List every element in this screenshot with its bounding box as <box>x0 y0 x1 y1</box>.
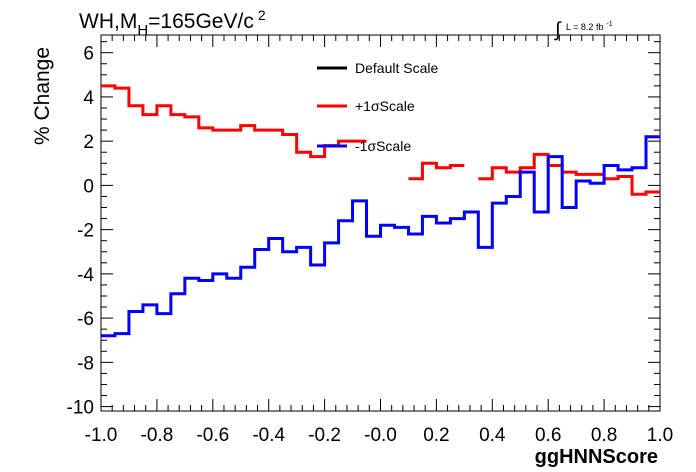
y-tick-label: 4 <box>83 88 94 109</box>
y-tick-label: 0 <box>83 176 94 197</box>
legend-label: -1σScale <box>355 138 411 154</box>
svg-text:∫: ∫ <box>554 19 562 41</box>
legend: Default Scale +1σScale -1σScale <box>317 60 438 154</box>
legend-label: Default Scale <box>355 60 438 76</box>
series-line <box>101 135 660 338</box>
legend-label: +1σScale <box>355 98 415 114</box>
chart-title: WH,MH=165GeV/c 2 <box>79 7 266 39</box>
x-tick-label: -0.8 <box>141 425 174 446</box>
series-group <box>101 84 660 338</box>
x-tick-label: 0.6 <box>535 425 561 446</box>
lumi-label: ∫ L = 8.2 fb -1 <box>554 19 613 41</box>
axis-ticks: -1.0 -0.8 -0.6 -0.4 -0.2 -0.0 0.2 0.4 0.6 0.8 1.0 -… <box>67 35 673 446</box>
y-tick-label: -2 <box>77 221 94 242</box>
y-tick-label: -8 <box>77 353 94 374</box>
y-axis-label: % Change <box>31 47 54 145</box>
x-tick-label: -0.2 <box>308 425 341 446</box>
x-tick-label: 0.8 <box>591 425 617 446</box>
y-tick-label: 6 <box>83 44 94 65</box>
y-tick-label: 2 <box>83 132 94 153</box>
x-tick-label: 0.2 <box>423 425 449 446</box>
y-tick-label: -6 <box>77 309 94 330</box>
svg-text:L = 8.2 fb-1: L = 8.2 fb -1 <box>566 21 613 32</box>
plot-frame <box>100 34 661 412</box>
x-tick-label: -1.0 <box>85 425 118 446</box>
y-tick-label: -10 <box>67 398 94 419</box>
x-tick-label: -0.0 <box>364 425 397 446</box>
x-tick-label: -0.4 <box>252 425 285 446</box>
x-axis-label: ggHNNScore <box>535 446 658 468</box>
y-tick-label: -4 <box>77 265 94 286</box>
x-tick-label: 0.4 <box>479 425 506 446</box>
x-tick-label: -0.6 <box>196 425 229 446</box>
x-tick-label: 1.0 <box>647 425 673 446</box>
